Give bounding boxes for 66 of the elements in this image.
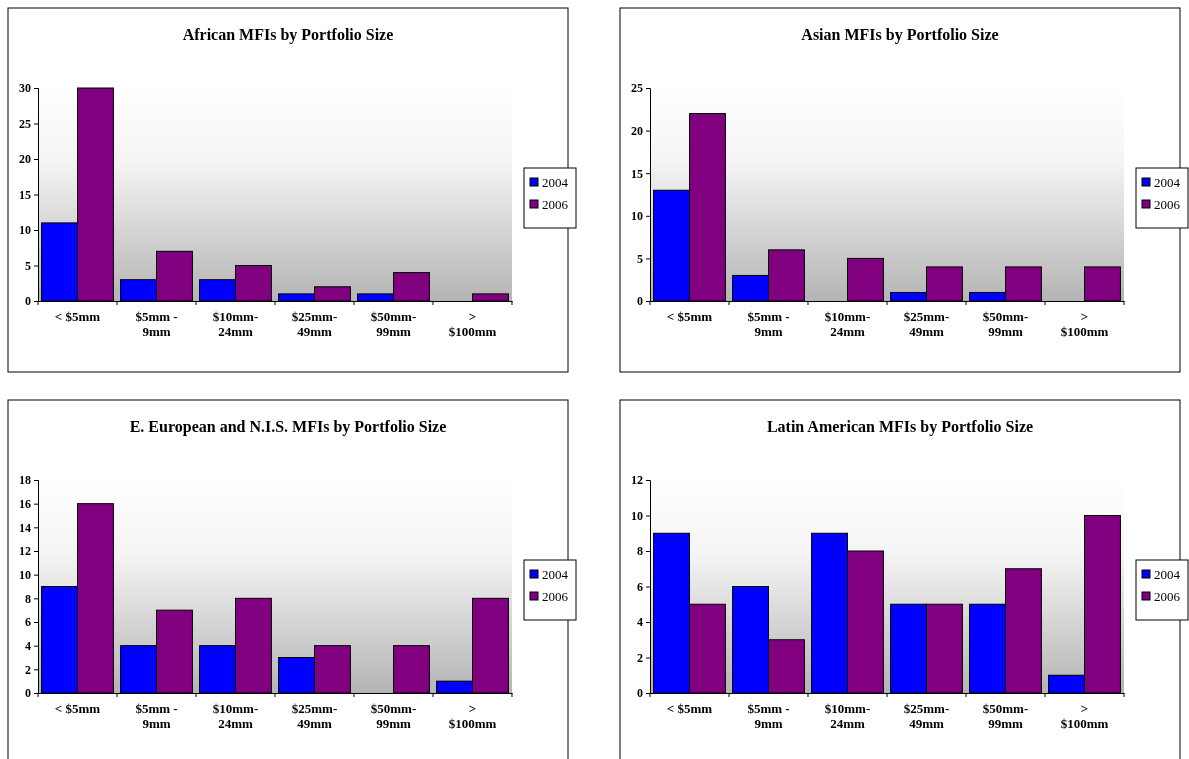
legend-label: 2004 — [542, 567, 569, 582]
legend-label: 2006 — [542, 589, 569, 604]
y-tick-label: 5 — [25, 258, 31, 273]
x-tick-label: $10mm- 24mm — [824, 308, 871, 339]
legend-label: 2004 — [542, 175, 569, 190]
x-tick-label: $50mm- 99mm — [370, 700, 417, 731]
x-tick-label: $25mm- 49mm — [291, 700, 338, 731]
legend-label: 2006 — [1154, 197, 1181, 212]
y-tick-label: 15 — [19, 187, 31, 202]
y-tick-label: 10 — [19, 568, 31, 583]
y-tick-label: 5 — [637, 251, 643, 266]
x-tick-label: > $100mm — [448, 308, 497, 339]
y-tick-label: 8 — [25, 591, 31, 606]
x-tick-label: $25mm- 49mm — [903, 308, 950, 339]
x-tick-label: < $5mm — [54, 308, 101, 324]
x-tick-label: $50mm- 99mm — [982, 700, 1029, 731]
y-tick-label: 20 — [631, 123, 643, 138]
chart-title: African MFIs by Portfolio Size — [182, 26, 394, 44]
chart-title: Latin American MFIs by Portfolio Size — [766, 418, 1034, 436]
legend-label: 2006 — [1154, 589, 1181, 604]
y-tick-label: 30 — [19, 81, 31, 96]
legend-label: 2004 — [1154, 175, 1181, 190]
y-tick-label: 12 — [19, 544, 31, 559]
x-tick-label: $10mm- 24mm — [212, 308, 259, 339]
x-tick-label: > $100mm — [1060, 700, 1109, 731]
y-tick-label: 14 — [19, 520, 31, 535]
x-tick-label: < $5mm — [54, 700, 101, 716]
x-tick-label: $10mm- 24mm — [212, 700, 259, 731]
y-tick-label: 10 — [631, 209, 643, 224]
x-tick-label: $5mm - 9mm — [135, 308, 178, 339]
y-tick-label: 25 — [631, 81, 643, 96]
legend-label: 2004 — [1154, 567, 1181, 582]
x-tick-label: $5mm - 9mm — [747, 308, 790, 339]
y-tick-label: 0 — [25, 686, 31, 701]
y-tick-label: 0 — [637, 686, 643, 701]
y-tick-label: 2 — [25, 662, 31, 677]
y-tick-label: 6 — [637, 579, 643, 594]
y-tick-label: 10 — [631, 508, 643, 523]
x-tick-label: $50mm- 99mm — [982, 308, 1029, 339]
y-tick-label: 0 — [25, 294, 31, 309]
y-tick-label: 20 — [19, 152, 31, 167]
legend-label: 2006 — [542, 197, 569, 212]
y-tick-label: 4 — [637, 615, 643, 630]
y-tick-label: 2 — [637, 650, 643, 665]
y-tick-label: 16 — [19, 497, 31, 512]
chart-title: Asian MFIs by Portfolio Size — [801, 26, 999, 44]
y-tick-label: 15 — [631, 166, 643, 181]
chart-title: E. European and N.I.S. MFIs by Portfolio Size — [129, 418, 447, 436]
x-tick-label: $5mm - 9mm — [747, 700, 790, 731]
y-tick-label: 10 — [19, 223, 31, 238]
y-tick-label: 8 — [637, 544, 643, 559]
y-tick-label: 18 — [19, 473, 31, 488]
y-tick-label: 25 — [19, 116, 31, 131]
x-tick-label: > $100mm — [1060, 308, 1109, 339]
x-tick-label: $25mm- 49mm — [291, 308, 338, 339]
y-tick-label: 6 — [25, 615, 31, 630]
x-tick-label: < $5mm — [666, 700, 713, 716]
y-tick-label: 12 — [631, 473, 643, 488]
y-tick-label: 0 — [637, 294, 643, 309]
x-tick-label: $10mm- 24mm — [824, 700, 871, 731]
x-tick-label: < $5mm — [666, 308, 713, 324]
y-tick-label: 4 — [25, 639, 31, 654]
x-tick-label: > $100mm — [448, 700, 497, 731]
x-tick-label: $25mm- 49mm — [903, 700, 950, 731]
x-tick-label: $50mm- 99mm — [370, 308, 417, 339]
x-tick-label: $5mm - 9mm — [135, 700, 178, 731]
